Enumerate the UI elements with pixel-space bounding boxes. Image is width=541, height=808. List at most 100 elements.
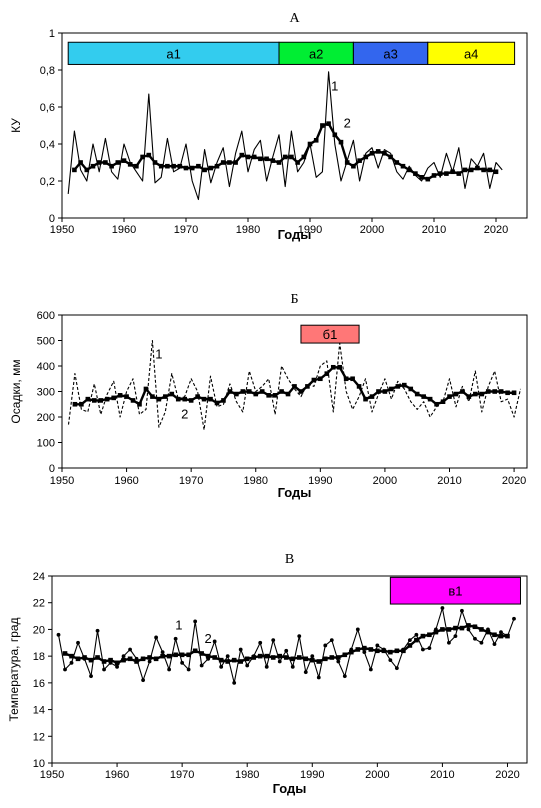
- series-point: [462, 167, 468, 173]
- series-point: [150, 394, 155, 399]
- series-point: [472, 624, 478, 630]
- chart-panel-1: Б 0 100 200 300 400 500 600 1950 1960 1970 1980 1990…: [9, 292, 528, 500]
- series-point: [305, 384, 310, 389]
- x-tick-label: 1970: [174, 224, 198, 236]
- series-point: [121, 158, 127, 163]
- series-point: [108, 657, 113, 663]
- series-point: [220, 160, 226, 165]
- series-point: [117, 393, 123, 398]
- x-tick-label: 1990: [298, 224, 322, 236]
- y-tick-label: 1: [49, 28, 55, 40]
- series-point: [158, 163, 164, 169]
- x-tick-label: 2020: [495, 769, 519, 781]
- series-point: [253, 391, 259, 397]
- series-point: [276, 160, 282, 165]
- series-point: [238, 659, 243, 664]
- series-point: [433, 629, 439, 635]
- series-point: [163, 394, 168, 399]
- y-tick-label: 22: [33, 598, 45, 610]
- series-point: [382, 389, 388, 394]
- y-tick-label: 12: [33, 731, 45, 743]
- series-point: [96, 160, 102, 165]
- period-band-label: а4: [464, 46, 478, 61]
- series-point: [350, 376, 355, 382]
- series-point: [195, 394, 200, 399]
- series-point: [111, 395, 116, 401]
- series-point: [407, 643, 413, 648]
- series-point: [270, 655, 276, 660]
- x-tick-label: 2020: [484, 224, 508, 236]
- series-point: [62, 651, 68, 656]
- series-point: [258, 640, 263, 645]
- series-point: [363, 154, 369, 160]
- series-point: [85, 396, 91, 402]
- series-point: [143, 386, 149, 392]
- series-point: [153, 656, 159, 662]
- series-point: [318, 376, 323, 382]
- x-axis-label: Годы: [273, 781, 307, 796]
- series-point: [485, 629, 491, 635]
- series-point: [479, 640, 484, 645]
- y-tick-label: 16: [33, 678, 45, 690]
- series-point: [259, 389, 265, 394]
- series-point: [481, 167, 486, 173]
- y-tick-label: 300: [37, 387, 55, 399]
- series-point: [152, 160, 158, 165]
- series-point: [369, 150, 375, 156]
- series-line-1: [67, 339, 522, 431]
- series-point: [389, 386, 394, 392]
- series-point: [375, 643, 380, 648]
- series-point: [183, 165, 189, 171]
- series-point: [295, 160, 300, 165]
- series-point: [466, 623, 471, 628]
- series-point: [72, 167, 77, 173]
- series-point: [444, 171, 449, 176]
- series-point: [244, 656, 250, 662]
- series-point: [246, 389, 252, 394]
- series-point: [130, 398, 136, 403]
- series-point: [362, 650, 367, 655]
- series-point: [277, 659, 282, 664]
- series-point: [375, 648, 380, 654]
- x-tick-label: 1980: [235, 769, 259, 781]
- series-line-2: [73, 122, 497, 181]
- series-point: [479, 391, 485, 397]
- series-point: [297, 634, 302, 639]
- series-point: [182, 396, 188, 402]
- series-point: [154, 635, 159, 640]
- series-point: [251, 154, 257, 160]
- series-point: [337, 364, 343, 370]
- series-point: [279, 389, 284, 394]
- series-point: [285, 391, 291, 397]
- series-point: [78, 160, 83, 165]
- series-point: [199, 663, 204, 668]
- series-point: [343, 376, 349, 382]
- series-point: [225, 654, 230, 659]
- series-point: [301, 154, 307, 160]
- series-point: [310, 654, 315, 659]
- series-point: [63, 667, 67, 672]
- series-point: [238, 647, 243, 652]
- x-tick-label: 1980: [244, 475, 268, 487]
- series-point: [264, 664, 269, 669]
- series-point: [447, 640, 451, 645]
- series-point: [369, 394, 375, 399]
- series-point: [355, 647, 361, 652]
- series-point: [420, 647, 425, 652]
- series-point: [446, 627, 452, 632]
- series-point: [414, 637, 419, 643]
- series-point: [214, 400, 220, 406]
- series-point: [408, 386, 414, 392]
- series-annotation: 1: [331, 78, 338, 93]
- series-point: [137, 401, 142, 407]
- series-point: [414, 632, 419, 637]
- series-point: [212, 655, 217, 660]
- series-point: [251, 655, 257, 660]
- x-tick-label: 2010: [422, 224, 446, 236]
- series-point: [88, 657, 94, 663]
- series-point: [460, 608, 464, 613]
- y-tick-label: 500: [37, 336, 55, 348]
- y-tick-label: 0: [49, 463, 55, 475]
- y-tick-label: 0,4: [40, 139, 55, 151]
- series-point: [202, 167, 207, 173]
